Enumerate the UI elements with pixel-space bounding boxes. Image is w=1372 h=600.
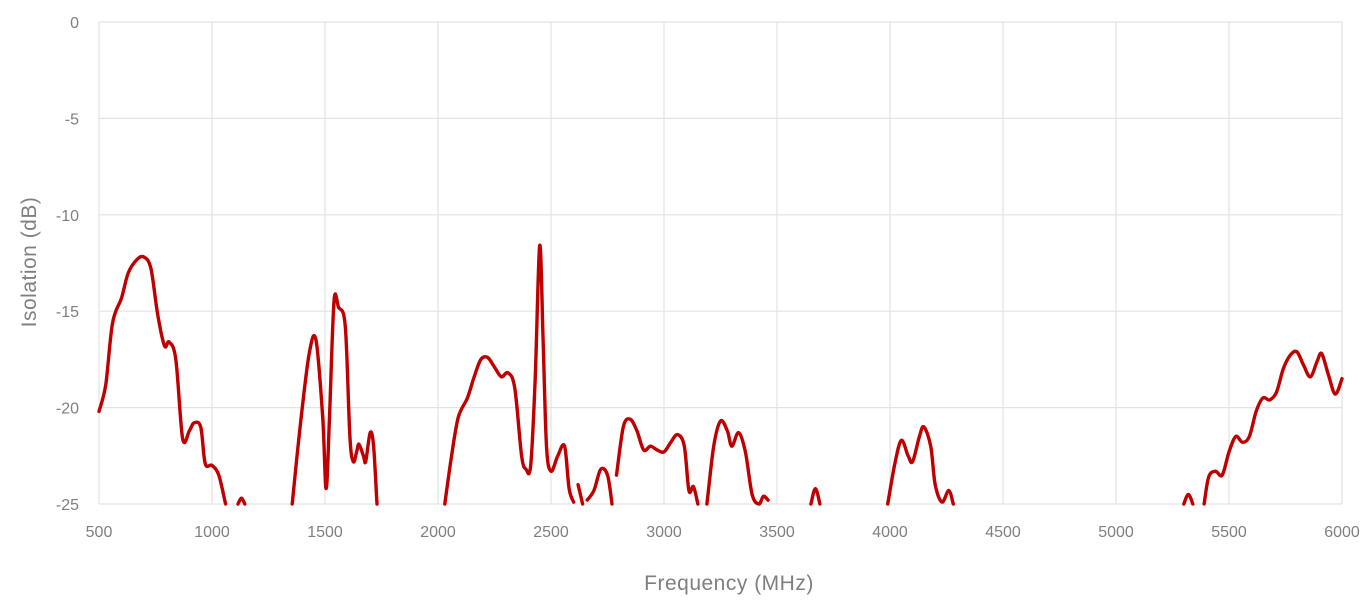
x-tick-label: 3000 [646, 524, 682, 541]
series-line-segment [1182, 492, 1195, 506]
series-line-segment [614, 417, 700, 506]
x-tick-label: 5000 [1098, 524, 1134, 541]
x-axis-title: Frequency (MHz) [644, 572, 814, 595]
x-tick-label: 6000 [1324, 524, 1360, 541]
series-line-segment [705, 418, 770, 506]
series-line-segment [97, 254, 228, 506]
y-axis-title: Isolation (dB) [18, 197, 41, 328]
series-line-segment [886, 424, 955, 506]
series-line-segment [236, 496, 247, 506]
x-tick-label: 1000 [194, 524, 230, 541]
x-tick-label: 4500 [985, 524, 1021, 541]
x-tick-label: 500 [86, 524, 113, 541]
series-line-segment [576, 483, 585, 506]
x-tick-label: 4000 [872, 524, 908, 541]
gridlines [98, 21, 1343, 505]
y-tick-label: -15 [56, 304, 79, 321]
series-line-segment [290, 292, 379, 506]
series-line-segment [1202, 349, 1344, 506]
x-tick-label: 2500 [533, 524, 569, 541]
series-line-segment [443, 243, 576, 506]
y-tick-label: 0 [70, 15, 79, 32]
x-tick-label: 5500 [1211, 524, 1247, 541]
y-axis-tick-labels: 0 -5 -10 -15 -20 -25 [56, 15, 79, 514]
x-tick-label: 1500 [307, 524, 343, 541]
x-tick-label: 3500 [759, 524, 795, 541]
series-line-segment [809, 486, 822, 506]
x-axis-tick-labels: 500 1000 1500 2000 2500 3000 3500 4000 4500 5000 5… [86, 524, 1360, 541]
y-tick-label: -25 [56, 497, 79, 514]
y-tick-label: -20 [56, 401, 79, 418]
isolation-series [97, 243, 1344, 506]
y-tick-label: -5 [65, 111, 79, 128]
y-tick-label: -10 [56, 208, 79, 225]
series-line-segment [585, 466, 614, 506]
x-tick-label: 2000 [420, 524, 456, 541]
